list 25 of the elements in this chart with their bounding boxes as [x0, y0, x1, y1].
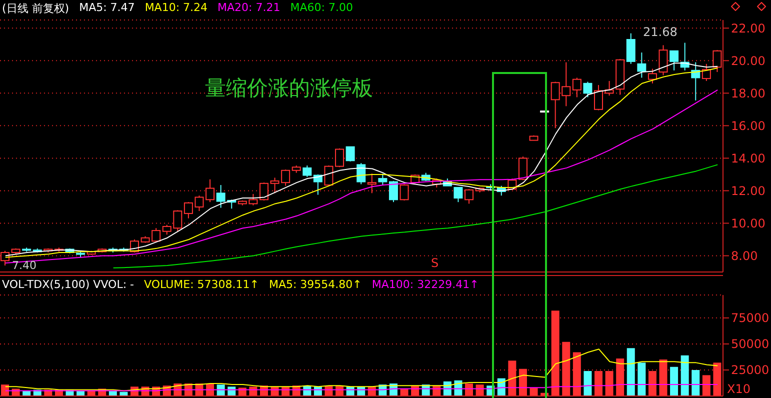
annotation: S: [431, 256, 439, 270]
y-tick-label: 75000: [731, 311, 770, 326]
y-tick-label: 10.00: [731, 216, 766, 230]
y-tick-label: 22.00: [731, 21, 766, 36]
text: MA100: 32229.41↑: [372, 278, 479, 291]
y-tick-label: 16.00: [731, 118, 766, 133]
chart-title: (日线 前复权): [2, 1, 70, 16]
text: MA5: 7.47: [79, 1, 135, 16]
text: MA60: 7.00: [290, 1, 353, 16]
text: VOLUME: 57308.11↑: [144, 278, 259, 291]
text: MA10: 7.24: [144, 1, 208, 16]
y-tick-label: 50000: [731, 337, 770, 352]
chart-title: VOL-TDX(5,100) VVOL: -: [2, 278, 134, 291]
y-tick-label: 20.00: [731, 54, 766, 68]
y-tick-label: 12.00: [731, 184, 766, 198]
y-tick-label: 8.00: [731, 249, 758, 263]
annotation: 21.68: [643, 25, 678, 39]
text: X10: [727, 382, 750, 396]
y-tick-label: 14.00: [731, 151, 766, 166]
y-tick-label: 25000: [731, 363, 770, 378]
text: MA5: 39554.80↑: [268, 278, 362, 291]
text: MA20: 7.21: [218, 1, 280, 16]
annotation: 7.40: [12, 259, 36, 272]
annotation: 量缩价涨的涨停板: [205, 75, 373, 102]
y-tick-label: 18.00: [731, 86, 766, 100]
